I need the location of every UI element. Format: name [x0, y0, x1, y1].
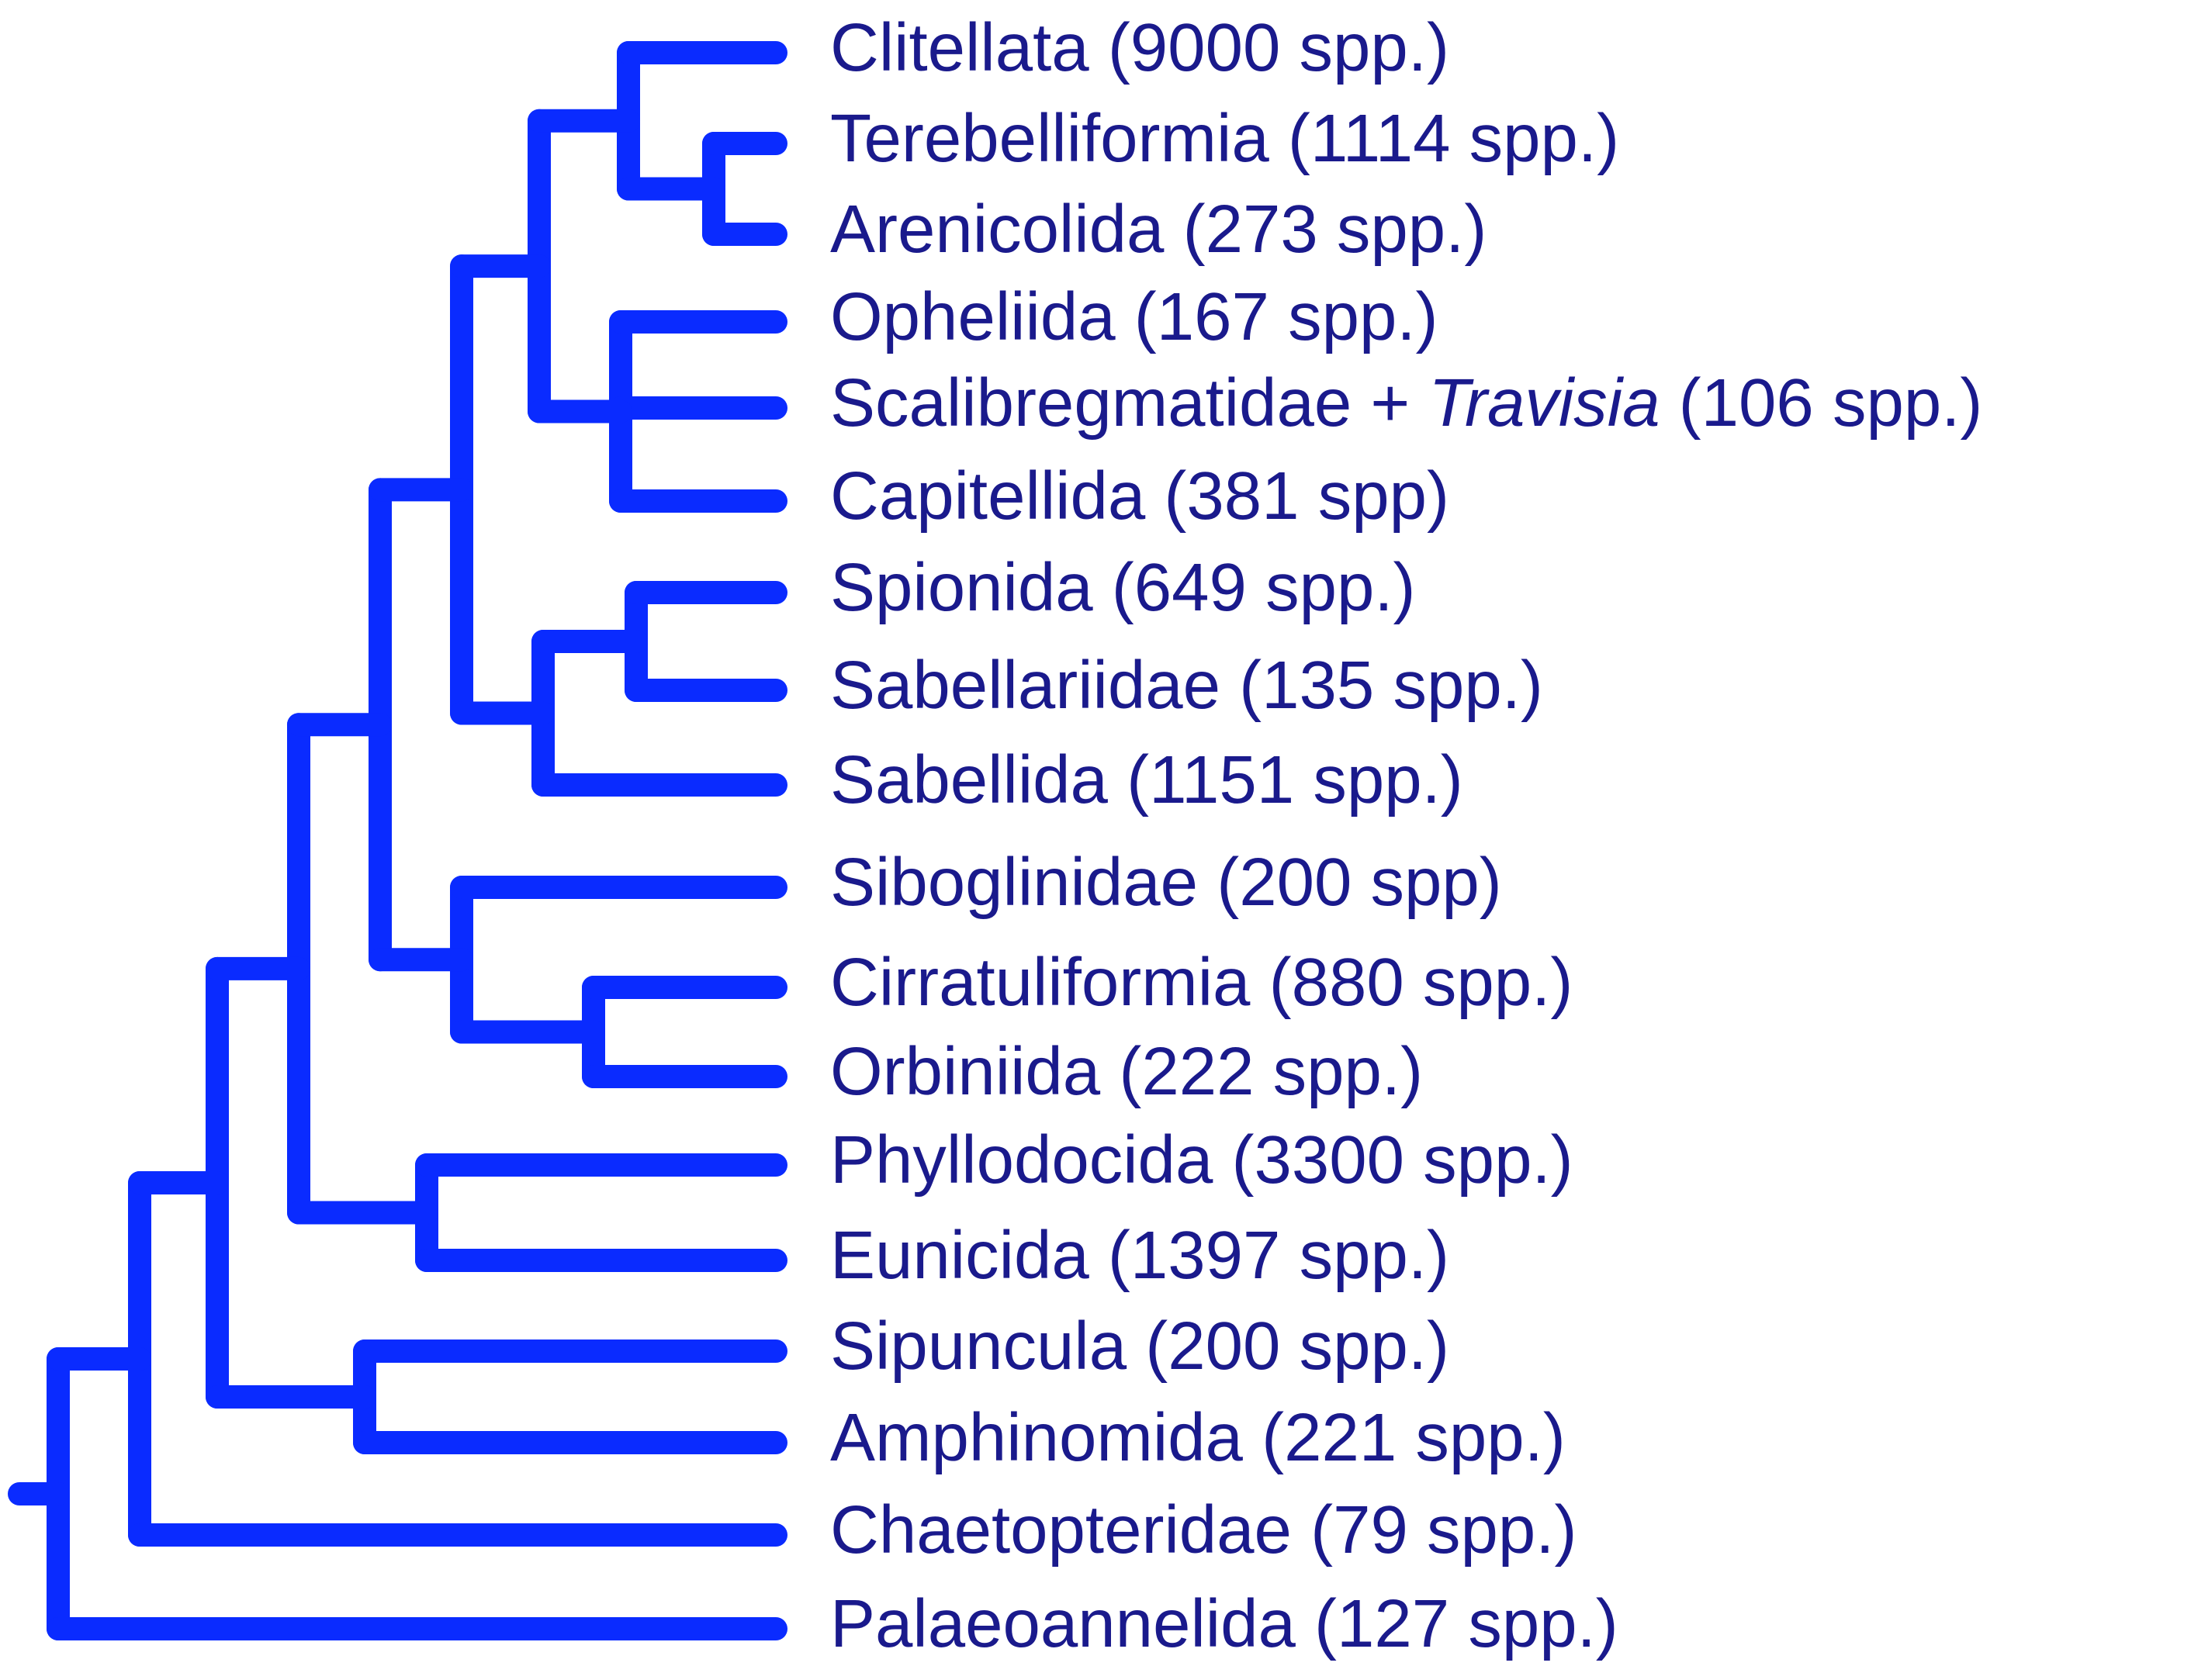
taxon-label-chaetopteridae: Chaetopteridae (79 spp.) — [830, 1492, 1577, 1568]
taxon-name: Capitellida — [830, 458, 1146, 534]
taxon-name: Terebelliformia — [830, 101, 1269, 176]
species-count: (381 spp) — [1145, 458, 1449, 534]
taxon-label-amphinomida: Amphinomida (221 spp.) — [830, 1400, 1566, 1475]
taxon-name: Sabellariidae — [830, 648, 1220, 723]
species-count: (222 spp.) — [1100, 1034, 1423, 1109]
taxon-label-phyllodocida: Phyllodocida (3300 spp.) — [830, 1122, 1573, 1198]
species-count: (273 spp.) — [1164, 192, 1487, 267]
species-count: (1151 spp.) — [1108, 742, 1463, 818]
taxon-labels: Clitellata (9000 spp.) Terebelliformia (1… — [830, 10, 1982, 1661]
taxon-name: Sabellida — [830, 742, 1109, 818]
taxon-label-sipuncula: Sipuncula (200 spp.) — [830, 1308, 1449, 1384]
taxon-name: Amphinomida — [830, 1400, 1244, 1475]
species-count: (167 spp.) — [1116, 279, 1438, 354]
tree-branches — [8, 41, 787, 1640]
taxon-name: Chaetopteridae — [830, 1492, 1292, 1568]
taxon-label-opheliida: Opheliida (167 spp.) — [830, 279, 1438, 354]
taxon-label-palaeoannelida: Palaeoannelida (127 spp.) — [830, 1586, 1618, 1661]
taxon-label-sabellida: Sabellida (1151 spp.) — [830, 742, 1463, 818]
taxon-name: Phyllodocida — [830, 1122, 1213, 1198]
taxon-label-siboglinidae: Siboglinidae (200 spp) — [830, 845, 1502, 920]
taxon-name: Arenicolida — [830, 192, 1165, 267]
species-count: (880 spp.) — [1250, 945, 1573, 1020]
taxon-name: Opheliida — [830, 279, 1116, 354]
species-count: (200 spp.) — [1127, 1308, 1449, 1384]
taxon-name: Scalibregmatidae + — [830, 365, 1410, 441]
taxon-name: Orbiniida — [830, 1034, 1101, 1109]
taxon-name-italic: Travisia — [1410, 365, 1678, 441]
taxon-label-sabellariidae: Sabellariidae (135 spp.) — [830, 648, 1543, 723]
species-count: (9000 spp.) — [1089, 10, 1449, 85]
taxon-name: Clitellata — [830, 10, 1089, 85]
species-count: (1114 spp.) — [1269, 101, 1619, 176]
taxon-label-arenicolida: Arenicolida (273 spp.) — [830, 192, 1487, 267]
taxon-name: Spionida — [830, 550, 1093, 625]
taxon-label-orbiniida: Orbiniida (222 spp.) — [830, 1034, 1423, 1109]
taxon-name: Cirratuliformia — [830, 945, 1251, 1020]
taxon-name: Eunicida — [830, 1218, 1089, 1293]
species-count: (79 spp.) — [1292, 1492, 1577, 1568]
taxon-label-capitellida: Capitellida (381 spp) — [830, 458, 1449, 534]
taxon-label-spionida: Spionida (649 spp.) — [830, 550, 1416, 625]
taxon-name: Sipuncula — [830, 1308, 1127, 1384]
species-count: (135 spp.) — [1220, 648, 1543, 723]
species-count: (649 spp.) — [1093, 550, 1416, 625]
taxon-label-scalibregmatidae: Scalibregmatidae + Travisia (106 spp.) — [830, 365, 1982, 441]
taxon-label-cirratuliformia: Cirratuliformia (880 spp.) — [830, 945, 1573, 1020]
species-count: (3300 spp.) — [1213, 1122, 1573, 1198]
taxon-label-terebelliformia: Terebelliformia (1114 spp.) — [830, 101, 1619, 176]
species-count: (106 spp.) — [1679, 365, 1983, 441]
species-count: (221 spp.) — [1243, 1400, 1566, 1475]
species-count: (200 spp) — [1198, 845, 1502, 920]
taxon-label-clitellata: Clitellata (9000 spp.) — [830, 10, 1449, 85]
taxon-label-eunicida: Eunicida (1397 spp.) — [830, 1218, 1449, 1293]
taxon-name: Palaeoannelida — [830, 1586, 1296, 1661]
species-count: (1397 spp.) — [1089, 1218, 1449, 1293]
taxon-name: Siboglinidae — [830, 845, 1198, 920]
species-count: (127 spp.) — [1296, 1586, 1618, 1661]
